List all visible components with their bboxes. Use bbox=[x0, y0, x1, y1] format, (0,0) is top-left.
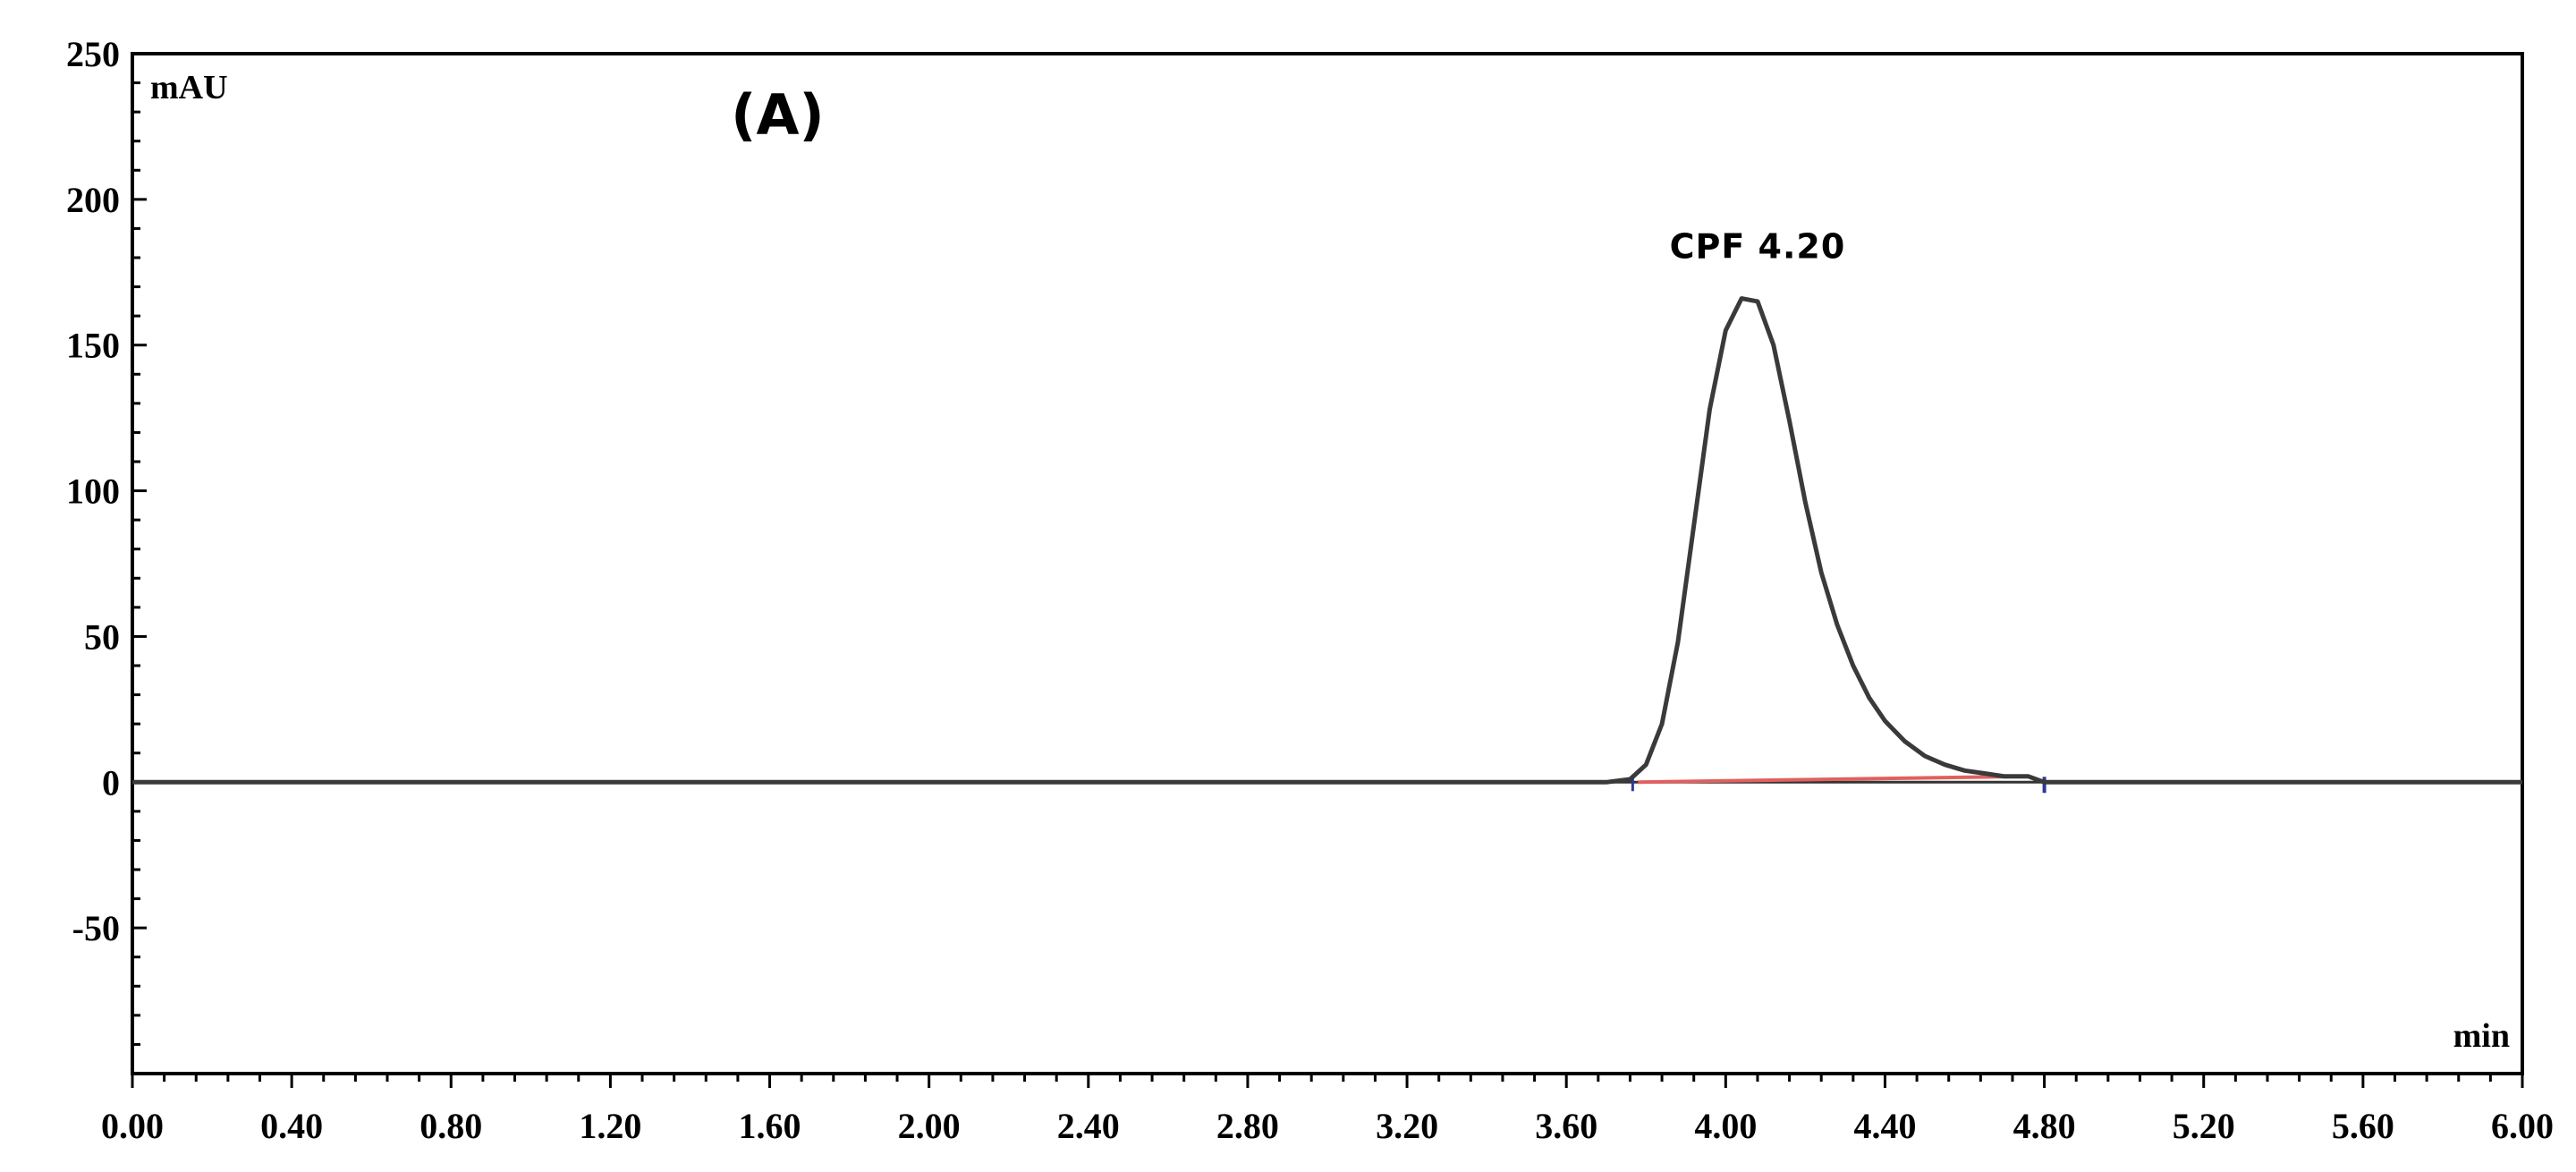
y-tick-label: 250 bbox=[66, 34, 120, 74]
x-tick-label: 3.60 bbox=[1535, 1106, 1597, 1146]
x-tick-label: 5.60 bbox=[2332, 1106, 2394, 1146]
x-tick-label: 2.00 bbox=[898, 1106, 961, 1146]
x-tick-label: 1.20 bbox=[579, 1106, 641, 1146]
x-tick-label: 3.20 bbox=[1376, 1106, 1438, 1146]
x-tick-label: 0.00 bbox=[101, 1106, 164, 1146]
chromatogram-trace bbox=[132, 296, 2522, 785]
y-tick-label: 150 bbox=[66, 326, 120, 366]
x-tick-label: 1.60 bbox=[739, 1106, 801, 1146]
x-tick-label: 0.80 bbox=[419, 1106, 482, 1146]
panel-title: (A) bbox=[731, 82, 825, 148]
x-axis-unit-label: min bbox=[2453, 1017, 2510, 1055]
y-tick-label: 0 bbox=[102, 762, 120, 803]
x-tick-label: 4.80 bbox=[2013, 1106, 2076, 1146]
y-tick-label: 50 bbox=[84, 616, 120, 657]
y-tick-label: 200 bbox=[66, 180, 120, 220]
x-tick-label: 4.00 bbox=[1694, 1106, 1757, 1146]
x-tick-label: 6.00 bbox=[2491, 1106, 2554, 1146]
x-tick-label: 0.40 bbox=[260, 1106, 323, 1146]
y-tick-label: -50 bbox=[72, 908, 120, 948]
x-tick-label: 5.20 bbox=[2173, 1106, 2235, 1146]
x-tick-label: 2.80 bbox=[1216, 1106, 1279, 1146]
y-axis-unit-label: mAU bbox=[150, 69, 228, 106]
peak-label: CPF 4.20 bbox=[1670, 226, 1846, 266]
x-tick-label: 4.40 bbox=[1853, 1106, 1916, 1146]
x-tick-label: 2.40 bbox=[1057, 1106, 1120, 1146]
integration-baseline bbox=[1638, 774, 2029, 785]
plot-frame bbox=[131, 52, 2524, 1075]
y-tick-label: 100 bbox=[66, 471, 120, 512]
